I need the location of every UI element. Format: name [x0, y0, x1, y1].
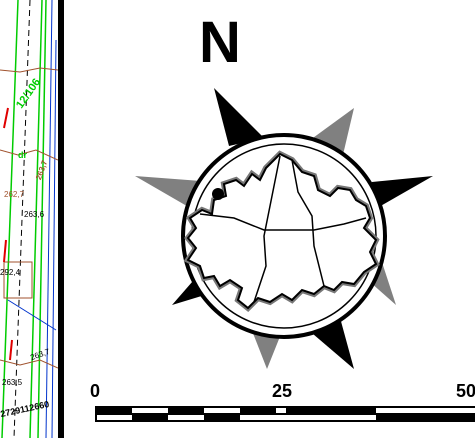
map-label-elevation-4: 292,4 — [0, 268, 21, 277]
scale-seg-lower-1 — [132, 414, 168, 421]
frame-divider — [58, 0, 64, 438]
internal-boundary-3 — [199, 213, 367, 231]
scale-bar — [95, 406, 475, 422]
spike-nw — [214, 88, 264, 146]
scale-seg-lower-3 — [376, 414, 475, 421]
scale-seg-upper-3 — [240, 407, 276, 414]
scale-label-0: 0 — [90, 381, 101, 401]
scale-seg-lower-2 — [204, 414, 240, 421]
scale-seg-upper-4 — [286, 407, 376, 414]
compass-rose — [135, 88, 433, 369]
map-label-elevation-6: 263,5 — [2, 378, 23, 387]
internal-boundary-2 — [291, 159, 325, 287]
scale-seg-upper-1 — [96, 407, 132, 414]
legend-panel: N 0 25 50 — [64, 0, 475, 438]
map-label-dr: dr — [18, 150, 27, 160]
north-label: N — [199, 10, 241, 75]
scale-seg-upper-2 — [168, 407, 204, 414]
scale-label-25: 25 — [272, 381, 293, 401]
cadastral-map-excerpt: 12/106 dr 263,7 263,6 262,7 292,4 263,7 … — [0, 0, 58, 438]
territory-outline — [186, 152, 378, 310]
map-label-elevation-2: 263,6 — [24, 210, 45, 219]
scale-label-50: 50 — [456, 381, 475, 401]
internal-boundary-1 — [253, 155, 281, 303]
location-marker — [212, 188, 224, 200]
map-label-elevation-3: 262,7 — [4, 190, 25, 199]
